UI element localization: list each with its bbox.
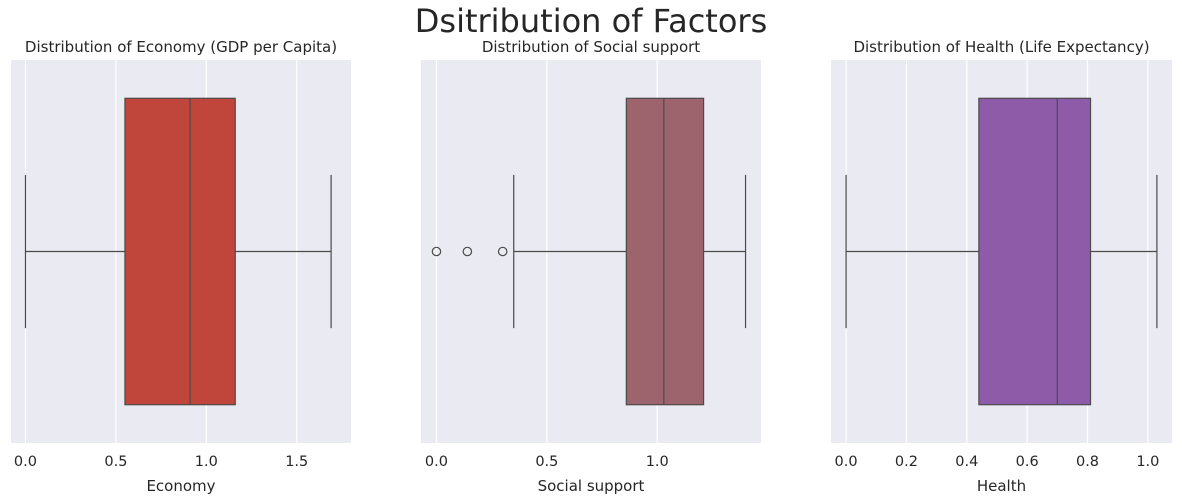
x-tick-label: 0.5 bbox=[104, 454, 127, 470]
panel-title: Distribution of Social support bbox=[482, 38, 700, 56]
panel-title: Distribution of Health (Life Expectancy) bbox=[853, 38, 1149, 56]
box-iqr bbox=[978, 97, 1092, 406]
x-tick-label: 0.8 bbox=[1076, 454, 1099, 470]
x-tick-label: 0.2 bbox=[895, 454, 918, 470]
x-tick-label: 0.0 bbox=[425, 454, 448, 470]
box-iqr bbox=[124, 97, 236, 406]
x-tick-label: 0.0 bbox=[835, 454, 858, 470]
x-tick-label: 1.0 bbox=[1136, 454, 1159, 470]
figure-title: Dsitribution of Factors bbox=[414, 2, 768, 40]
x-tick-label: 1.0 bbox=[646, 454, 669, 470]
outlier-point bbox=[497, 246, 508, 257]
x-axis-label: Economy bbox=[146, 477, 215, 495]
x-tick-label: 0.5 bbox=[535, 454, 558, 470]
x-tick-label: 1.0 bbox=[195, 454, 218, 470]
x-tick-label: 1.5 bbox=[285, 454, 308, 470]
box-iqr bbox=[625, 97, 705, 406]
x-tick-label: 0.4 bbox=[955, 454, 978, 470]
x-axis-label: Health bbox=[977, 477, 1026, 495]
x-tick-label: 0.6 bbox=[1016, 454, 1039, 470]
outlier-point bbox=[462, 246, 473, 257]
x-axis-label: Social support bbox=[538, 477, 645, 495]
panel-title: Distribution of Economy (GDP per Capita) bbox=[25, 38, 337, 56]
x-tick-label: 0.0 bbox=[14, 454, 37, 470]
outlier-point bbox=[431, 246, 442, 257]
